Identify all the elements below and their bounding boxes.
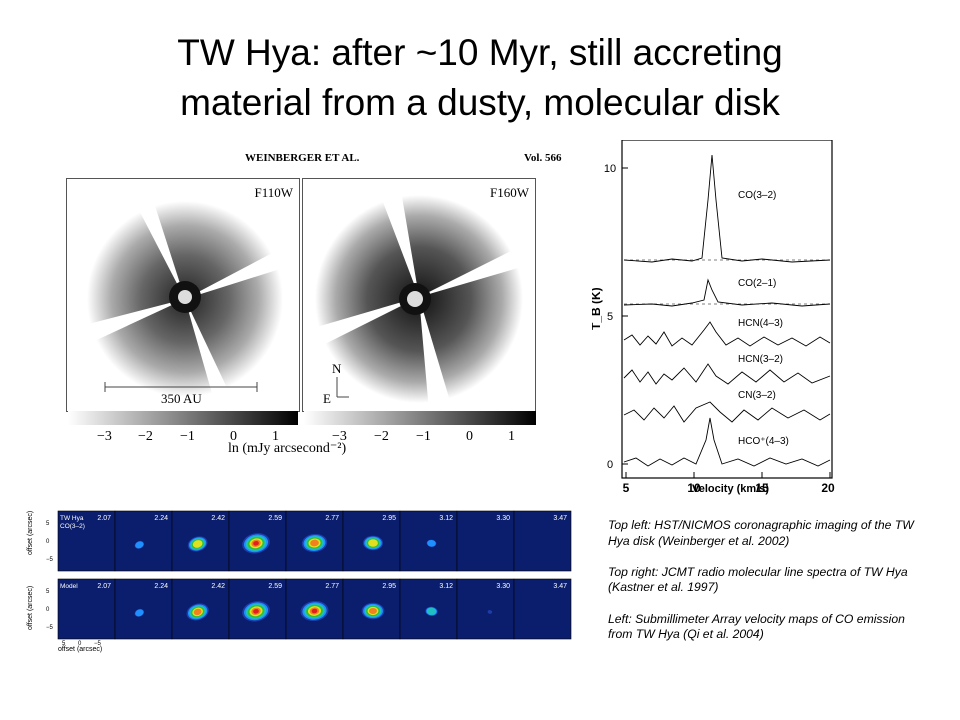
velocity-label: 2.07 [97,515,111,522]
map-xtick-label: −5 [94,641,102,647]
offset-xlabel: offset (arcsec) [58,646,102,653]
figure-caption: Top left: HST/NICMOS coronagraphic imagi… [608,518,918,658]
velocity-label: 2.95 [382,515,396,522]
spectra-line-label: HCO⁺(4–3) [738,436,789,447]
velocity-label: 2.59 [268,515,282,522]
velocity-label: 3.12 [439,515,453,522]
f110w-image [67,179,299,411]
spectra-line-label: HCN(3–2) [738,354,783,365]
spectra-line-label: CN(3–2) [738,390,776,401]
f160w-label: F160W [490,185,529,201]
colorbar-left [68,411,298,425]
map-ytick-label: 5 [46,589,50,595]
map-ytick-label: 0 [46,607,50,613]
spectra-xlabel: Velocity (km/s) [692,483,769,495]
velocity-label: 2.59 [268,583,282,590]
ytick-label: 0 [607,459,613,471]
tick-label: 1 [508,429,515,445]
scale-label: 350 AU [161,391,202,407]
tick-label: −3 [97,429,112,445]
slide-title: TW Hya: after ~10 Myr, still accreting m… [60,28,900,128]
compass-north: N [332,361,341,377]
velocity-label: 2.07 [97,583,111,590]
hst-coronagraph-figure: WEINBERGER ET AL. Vol. 566 [62,140,562,470]
tick-label: −1 [416,429,431,445]
f160w-panel: F160W N E [302,178,536,412]
velocity-label: 2.95 [382,583,396,590]
velocity-label: 2.77 [325,515,339,522]
map-ytick-label: 5 [46,521,50,527]
tick-label: 0 [466,429,473,445]
ytick-label: 10 [604,163,616,175]
velocity-label: 3.47 [553,515,567,522]
map-row-label: TW Hya [60,515,84,522]
spectra-line-label: CO(2–1) [738,278,776,289]
spectra-line-label: HCN(4–3) [738,318,783,329]
map-ytick-label: −5 [46,557,54,563]
tick-label: −2 [374,429,389,445]
sma-maps-svg: offset (arcsec) offset (arcsec) offset (… [24,505,572,655]
jcmt-spectra-figure: 10 5 0 5 10 15 20 T_B (K) CO(3–2) CO(2–1… [592,140,842,495]
spectra-ylabel: T_B (K) [592,287,603,330]
velocity-label: 2.24 [154,515,168,522]
caption-sma: Left: Submillimeter Array velocity maps … [608,612,918,643]
offset-ylabel: offset (arcsec) [27,586,34,630]
map-row-label: CO(3–2) [60,523,85,530]
emission-contour [368,539,378,546]
title-line-1: TW Hya: after ~10 Myr, still accreting [60,28,900,78]
velocity-label: 2.42 [211,583,225,590]
f110w-label: F110W [254,185,293,201]
map-row-label: Model [60,583,78,590]
title-line-2: material from a dusty, molecular disk [60,78,900,128]
velocity-label: 3.47 [553,583,567,590]
map-ytick-label: 0 [46,539,50,545]
velocity-label: 2.42 [211,515,225,522]
figure-header-volume: Vol. 566 [524,152,562,164]
f110w-panel: F110W 350 AU [66,178,300,412]
xtick-label: 20 [821,481,835,495]
velocity-label: 3.30 [496,583,510,590]
velocity-label: 3.30 [496,515,510,522]
velocity-label: 2.77 [325,583,339,590]
figure-header-authors: WEINBERGER ET AL. [245,152,359,164]
ytick-label: 5 [607,311,613,323]
tick-label: −1 [180,429,195,445]
colorbar-axis-label: ln (mJy arcsecond⁻²) [228,440,346,457]
colorbar-right [304,411,536,425]
map-ytick-label: −5 [46,625,54,631]
caption-jcmt: Top right: JCMT radio molecular line spe… [608,565,918,596]
caption-hst: Top left: HST/NICMOS coronagraphic imagi… [608,518,918,549]
offset-ylabel: offset (arcsec) [27,511,34,555]
velocity-label: 2.24 [154,583,168,590]
emission-contour [369,608,377,614]
sma-velocity-maps: offset (arcsec) offset (arcsec) offset (… [24,505,572,655]
velocity-label: 3.12 [439,583,453,590]
spectra-plot: 10 5 0 5 10 15 20 T_B (K) CO(3–2) CO(2–1… [592,140,842,495]
xtick-label: 5 [623,481,630,495]
spectra-line-label: CO(3–2) [738,190,776,201]
compass-east: E [323,391,331,407]
tick-label: −2 [138,429,153,445]
